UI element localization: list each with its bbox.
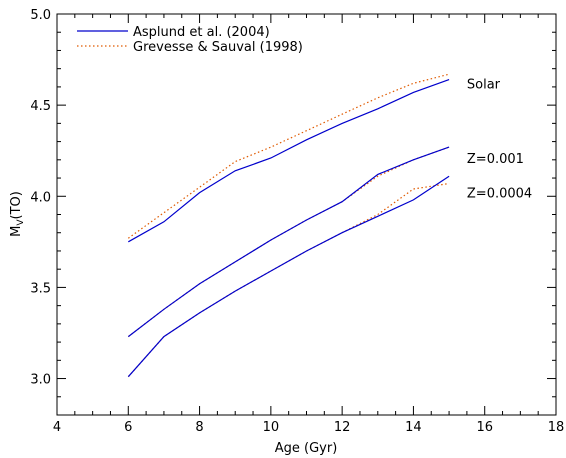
y-tick-label: 5.0: [30, 8, 51, 23]
series-line-z-0-001-grevesse: [127, 146, 450, 338]
series-line-z-0-0004-asplund: [127, 175, 450, 378]
series-line-solar-grevesse: [127, 73, 450, 239]
y-axis-label-sub: V: [16, 219, 26, 226]
x-tick-label: 4: [53, 420, 61, 435]
x-tick-label: 10: [263, 420, 280, 435]
annotation-label: Z=0.001: [467, 152, 524, 167]
y-tick-label: 3.5: [30, 281, 51, 296]
y-tick-label: 3.0: [30, 373, 51, 388]
plot-frame: [56, 13, 557, 416]
x-tick-label: 14: [405, 420, 422, 435]
x-tick-label: 18: [548, 420, 565, 435]
x-tick-label: 16: [476, 420, 493, 435]
tick-labels: 4 6 8 10 12 14 16 18 3.0 3.5 4.0 4.5 5.0: [30, 8, 564, 435]
legend-label-asplund: Asplund et al. (2004): [133, 25, 270, 40]
legend: Asplund et al. (2004) Grevesse & Sauval …: [77, 25, 303, 55]
x-axis-label: Age (Gyr): [275, 441, 338, 456]
y-axis-label-main: M: [9, 226, 24, 237]
annotation-label: Z=0.0004: [467, 187, 532, 202]
x-tick-label: 8: [195, 420, 203, 435]
series-line-z-0-001-asplund: [127, 146, 450, 338]
axis-ticks: [56, 13, 557, 416]
series-line-solar-asplund: [128, 79, 450, 243]
y-tick-label: 4.5: [30, 99, 51, 114]
x-tick-label: 12: [334, 420, 351, 435]
legend-label-grevesse: Grevesse & Sauval (1998): [133, 40, 303, 55]
y-tick-label: 4.0: [30, 190, 51, 205]
x-tick-label: 6: [124, 420, 132, 435]
y-axis-label: MV(TO): [9, 191, 26, 237]
curve-annotations: Solar Z=0.001 Z=0.0004: [467, 77, 532, 201]
series-line-z-0-0004-grevesse: [127, 182, 450, 378]
series-lines: [127, 73, 450, 378]
annotation-label: Solar: [467, 77, 501, 92]
y-axis-label-suffix: (TO): [9, 191, 24, 219]
